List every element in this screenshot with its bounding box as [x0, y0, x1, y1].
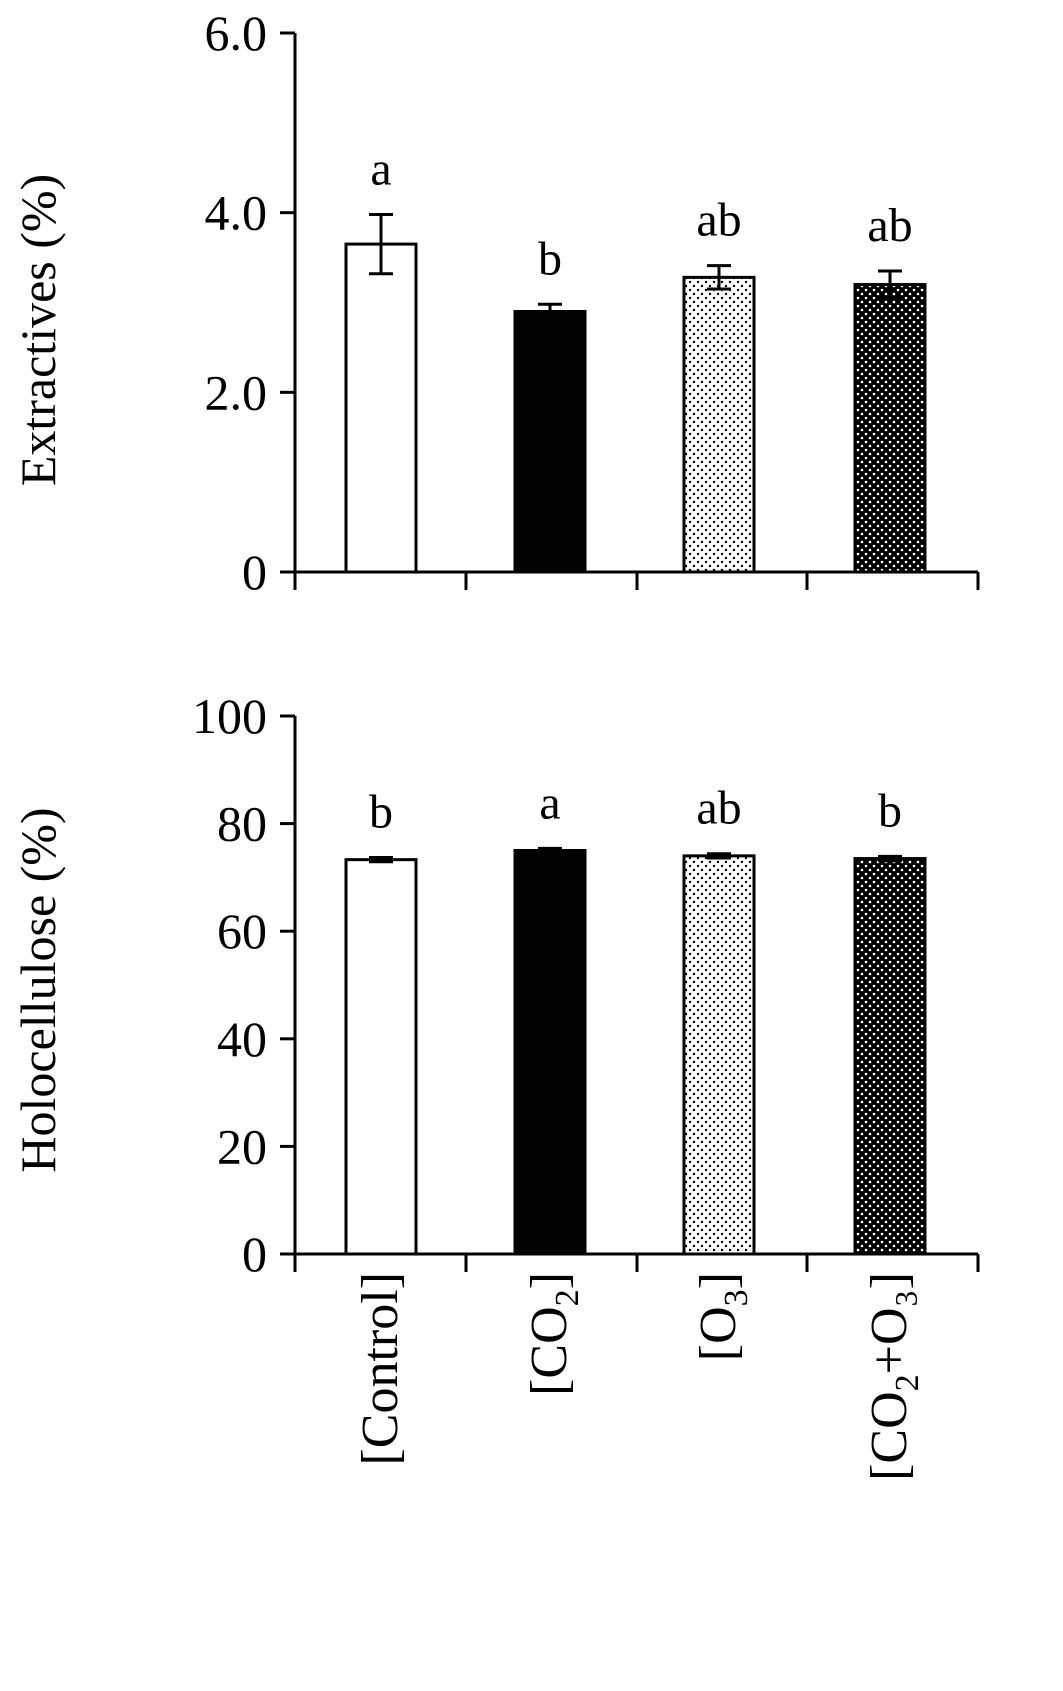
- significance-letter: ab: [696, 782, 741, 835]
- significance-letter: ab: [867, 199, 912, 252]
- y-axis-label-holocellulose: Holocellulose (%): [10, 807, 66, 1172]
- bar: [513, 309, 587, 574]
- y-tick-label: 0: [242, 544, 267, 600]
- category-label: [CO2+O₃]: [861, 1272, 926, 1481]
- y-tick-label: 6.0: [205, 5, 268, 61]
- y-tick-label: 40: [217, 1011, 267, 1067]
- y-tick-label: 20: [217, 1118, 267, 1174]
- category-label: [Control]: [352, 1272, 409, 1466]
- bar: [344, 242, 418, 574]
- significance-letter: a: [370, 142, 391, 195]
- significance-letter: a: [539, 776, 560, 829]
- y-tick-label: 2.0: [205, 364, 268, 420]
- y-tick-label: 100: [192, 688, 267, 744]
- bar: [853, 283, 927, 574]
- bar: [682, 275, 756, 574]
- bar: [853, 857, 927, 1256]
- bar: [344, 858, 418, 1256]
- significance-letter: b: [538, 232, 562, 285]
- category-label: [CO2]: [521, 1272, 586, 1396]
- holocellulose-marks: 0 20 40 60 80 100 b a ab b: [192, 688, 980, 1282]
- significance-letter: b: [369, 785, 393, 838]
- y-tick-label: 0: [242, 1226, 267, 1282]
- category-label: [O3]: [690, 1272, 755, 1361]
- y-tick-label: 80: [217, 796, 267, 852]
- significance-letter: ab: [696, 194, 741, 247]
- significance-letter: b: [878, 784, 902, 837]
- category-labels: [Control] [CO2] [O3] [CO2+O₃]: [352, 1272, 926, 1481]
- bar: [682, 854, 756, 1256]
- y-tick-label: 60: [217, 903, 267, 959]
- bar: [513, 849, 587, 1256]
- holocellulose-panel: Holocellulose (%) 0 20 40 60 80 100 b a ab b: [10, 688, 980, 1282]
- y-tick-label: 4.0: [205, 185, 268, 241]
- y-axis-label-extractives: Extractives (%): [10, 174, 66, 486]
